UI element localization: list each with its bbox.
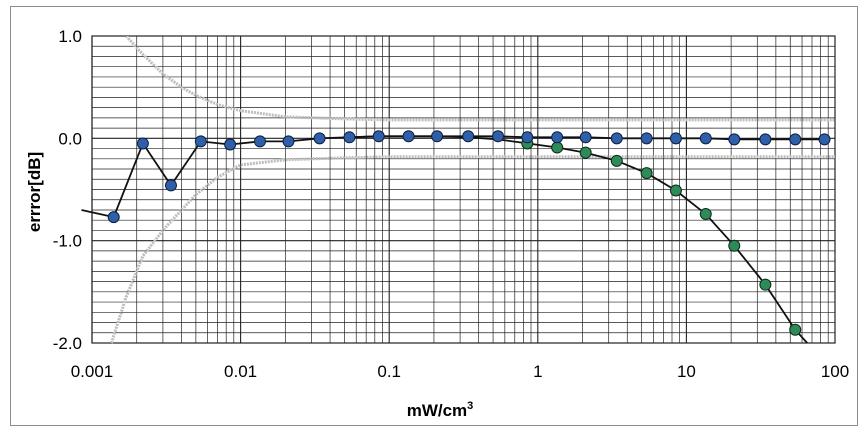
limit-layer [109, 36, 835, 344]
x-tick-label: 0.001 [71, 362, 114, 381]
green-data-point [789, 323, 802, 336]
blue-data-point [313, 132, 326, 145]
x-tick-label: 1 [533, 362, 542, 381]
y-tick-label: -2.0 [53, 334, 82, 353]
chart-frame [10, 6, 858, 426]
blue-data-point [759, 133, 772, 146]
green-data-point [699, 208, 712, 221]
blue-data-point [492, 130, 505, 143]
blue-data-point [372, 130, 385, 143]
blue-data-point [107, 211, 120, 224]
x-axis-title-base: mW/cm [407, 401, 467, 420]
y-tick-label: 0.0 [58, 129, 82, 148]
blue-data-point [136, 137, 149, 150]
blue-data-point [402, 130, 415, 143]
y-tick-label: 1.0 [58, 27, 82, 46]
blue-data-point [282, 135, 295, 148]
blue-data-point [462, 130, 475, 143]
blue-data-point [343, 131, 356, 144]
x-tick-label: 10 [677, 362, 696, 381]
marker-layer [107, 130, 831, 336]
y-tick-label: -1.0 [53, 232, 82, 251]
blue-data-point [224, 138, 237, 151]
x-tick-label: 0.1 [377, 362, 401, 381]
blue-data-point [551, 131, 564, 144]
y-axis-title: errror[dB] [25, 152, 44, 232]
blue-data-point [669, 132, 682, 145]
x-tick-label: 100 [821, 362, 849, 381]
blue-data-point [789, 133, 802, 146]
green-data-point [640, 167, 653, 180]
green-data-point [579, 146, 592, 159]
lower-limit-curve [109, 155, 835, 344]
blue-data-point [164, 179, 177, 192]
blue-data-point [253, 135, 266, 148]
x-axis-title-superscript: 3 [467, 400, 473, 412]
green-data-point [728, 239, 741, 252]
green-data-point [551, 141, 564, 154]
x-axis-title: mW/cm3 [407, 400, 474, 420]
blue-data-point [579, 131, 592, 144]
blue-data-point [640, 132, 653, 145]
tick-layer: 0.001 0.01 0.1 1 10 100 1.0 0.0 -1.0 -2.0 [53, 27, 849, 381]
blue-data-point [818, 133, 831, 146]
x-tick-label: 0.01 [224, 362, 257, 381]
blue-data-point [521, 131, 534, 144]
grid-layer [91, 35, 836, 344]
blue-data-point [699, 132, 712, 145]
blue-data-point [194, 135, 207, 148]
green-data-point [610, 154, 623, 167]
blue-data-point [431, 130, 444, 143]
upper-limit-curve [125, 36, 835, 122]
green-data-point [669, 184, 682, 197]
blue-data-point [728, 133, 741, 146]
blue-data-point [610, 132, 623, 145]
green-data-point [759, 278, 772, 291]
